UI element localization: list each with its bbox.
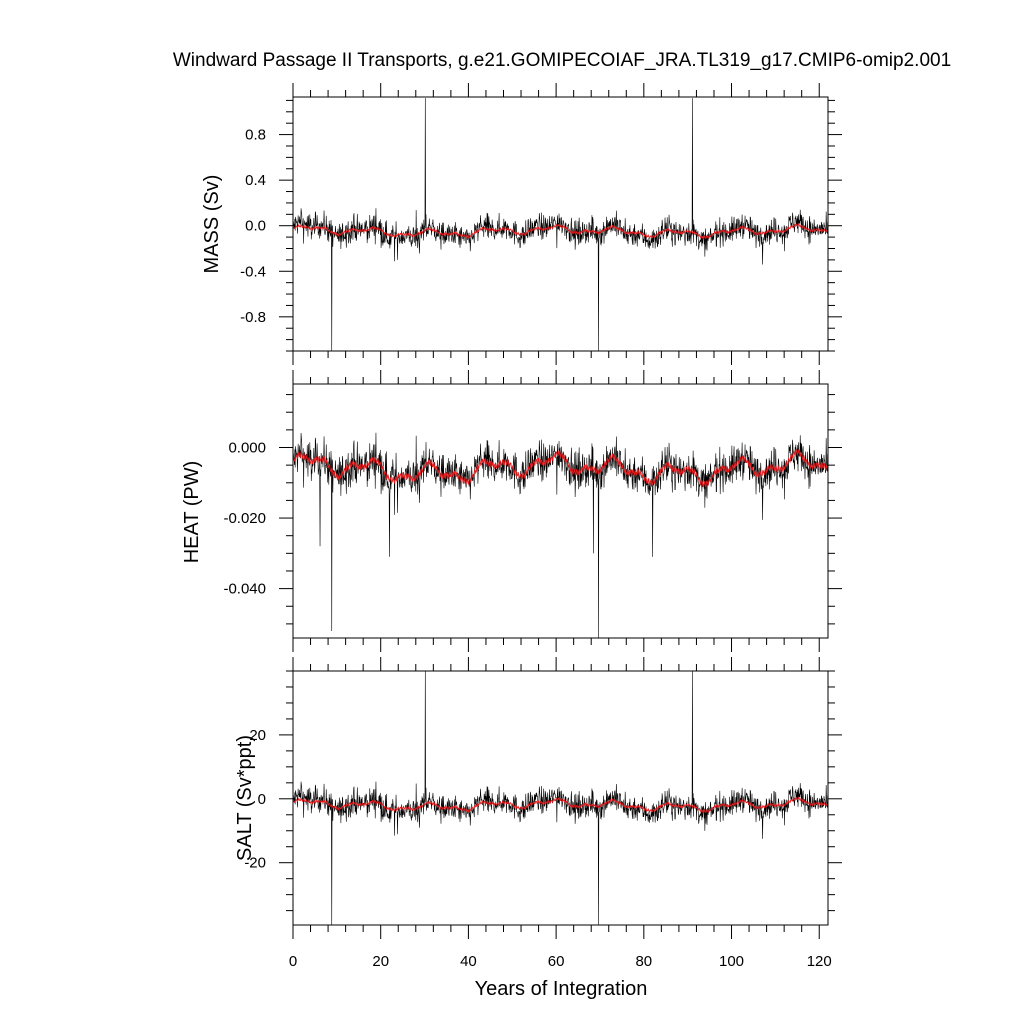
heat-y-tick-label: -0.040 bbox=[223, 581, 266, 598]
x-tick-label: 120 bbox=[807, 953, 832, 970]
x-tick-label: 40 bbox=[460, 953, 477, 970]
x-tick-label: 80 bbox=[635, 953, 652, 970]
mass-y-tick-label: -0.8 bbox=[240, 309, 266, 326]
x-axis-label: Years of Integration bbox=[475, 978, 648, 1000]
salt-y-tick-label: -20 bbox=[244, 855, 266, 872]
salt-panel: 20 0 -20 SALT (Sv*ppt) bbox=[234, 657, 842, 939]
chart-title: Windward Passage II Transports, g.e21.GO… bbox=[173, 50, 951, 71]
heat-panel: 0.000 -0.020 -0.040 HEAT (PW) bbox=[181, 370, 842, 652]
heat-smoothed-series-line bbox=[292, 449, 828, 488]
salt-smoothed-series-line bbox=[292, 796, 828, 814]
mass-y-tick-label: 0.8 bbox=[245, 127, 266, 144]
x-tick-label: 0 bbox=[289, 953, 297, 970]
salt-y-tick-label: 20 bbox=[249, 727, 266, 744]
heat-y-tick-label: 0.000 bbox=[228, 440, 266, 457]
mass-y-tick-label: 0.4 bbox=[245, 172, 266, 189]
mass-panel: 0.8 0.4 0.0 -0.4 -0.8 MASS (Sv) bbox=[201, 83, 842, 365]
mass-monthly-series-line bbox=[292, 98, 828, 352]
mass-plot-frame bbox=[292, 96, 829, 352]
heat-y-tick-label: -0.020 bbox=[223, 510, 266, 527]
x-tick-label: 100 bbox=[719, 953, 744, 970]
salt-y-tick-label: 0 bbox=[258, 791, 266, 808]
salt-monthly-series-line bbox=[292, 670, 828, 926]
x-axis: 0 20 40 60 80 100 120 bbox=[289, 953, 832, 970]
mass-y-tick-label: -0.4 bbox=[240, 263, 266, 280]
salt-plot-frame bbox=[292, 670, 829, 926]
x-tick-label: 20 bbox=[372, 953, 389, 970]
heat-y-axis-label: HEAT (PW) bbox=[181, 461, 203, 564]
mass-y-tick-label: 0.0 bbox=[245, 218, 266, 235]
salt-y-axis-label: SALT (Sv*ppt) bbox=[234, 735, 256, 861]
mass-y-axis-label: MASS (Sv) bbox=[201, 175, 223, 274]
x-tick-label: 60 bbox=[548, 953, 565, 970]
heat-monthly-series-line bbox=[292, 432, 828, 639]
heat-plot-frame bbox=[292, 383, 829, 639]
mass-smoothed-series-line bbox=[292, 222, 828, 240]
